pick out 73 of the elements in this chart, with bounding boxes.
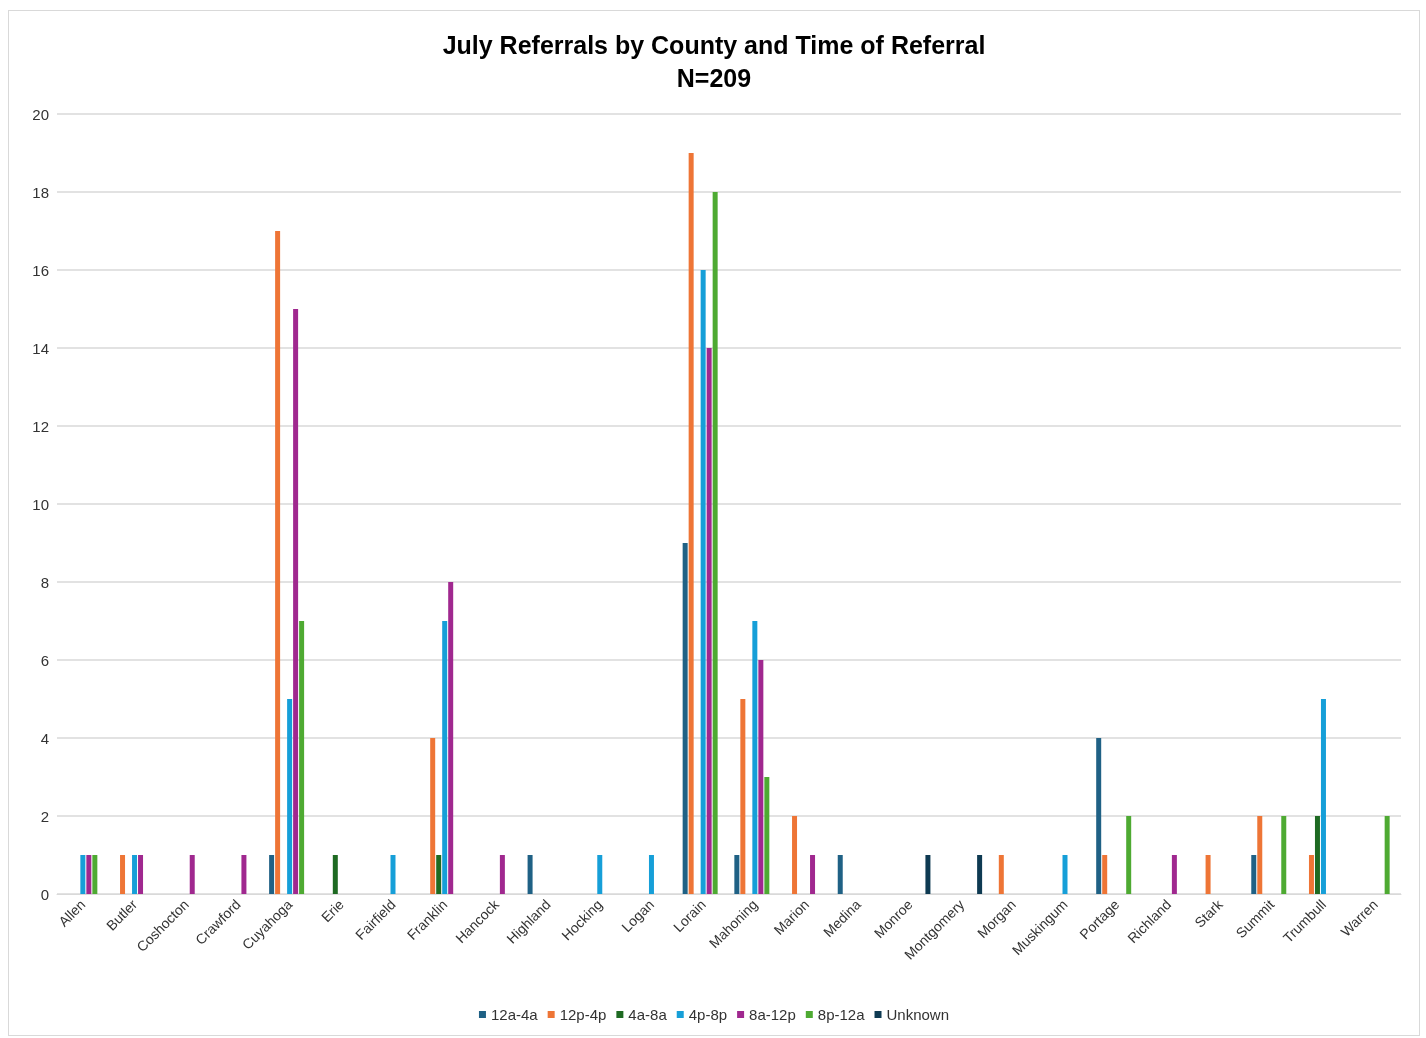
bar bbox=[1126, 816, 1132, 894]
bar bbox=[86, 855, 92, 894]
bar bbox=[734, 855, 740, 894]
bar bbox=[1062, 855, 1068, 894]
bar bbox=[430, 738, 436, 894]
bar bbox=[269, 855, 275, 894]
bar bbox=[712, 192, 718, 894]
bar bbox=[92, 855, 98, 894]
bar bbox=[1205, 855, 1211, 894]
bar bbox=[764, 777, 770, 894]
y-tick-label: 18 bbox=[32, 183, 49, 201]
y-tick-label: 20 bbox=[32, 105, 49, 123]
y-tick-label: 0 bbox=[40, 885, 49, 903]
bar bbox=[682, 543, 688, 894]
bar bbox=[597, 855, 603, 894]
legend-label: 8p-12a bbox=[817, 1006, 866, 1023]
y-tick-label: 10 bbox=[32, 495, 49, 513]
legend-label: 12a-4a bbox=[490, 1006, 539, 1023]
bar bbox=[700, 270, 706, 894]
bar bbox=[925, 855, 931, 894]
bar bbox=[275, 231, 281, 894]
legend-label: 4a-8a bbox=[628, 1006, 668, 1023]
bar bbox=[706, 348, 712, 894]
bar bbox=[287, 699, 293, 894]
bar bbox=[1314, 816, 1320, 894]
bar bbox=[837, 855, 843, 894]
legend-label: 4p-8p bbox=[688, 1006, 728, 1023]
chart-subtitle: N=209 bbox=[676, 63, 752, 92]
bar bbox=[241, 855, 247, 894]
bar bbox=[332, 855, 338, 894]
bar bbox=[792, 816, 798, 894]
bar bbox=[648, 855, 654, 894]
bar bbox=[138, 855, 144, 894]
bar bbox=[390, 855, 396, 894]
bar bbox=[1096, 738, 1102, 894]
chart-title: July Referrals by County and Time of Referral bbox=[442, 30, 986, 59]
bar bbox=[527, 855, 533, 894]
bar bbox=[120, 855, 126, 894]
y-tick-label: 12 bbox=[32, 417, 49, 435]
bar bbox=[1384, 816, 1390, 894]
bar bbox=[1308, 855, 1314, 894]
y-tick-label: 16 bbox=[32, 261, 49, 279]
bar bbox=[132, 855, 138, 894]
y-tick-label: 14 bbox=[32, 339, 49, 357]
y-tick-label: 6 bbox=[40, 651, 49, 669]
bar bbox=[810, 855, 816, 894]
bar bbox=[442, 621, 448, 894]
bar bbox=[740, 699, 746, 894]
bar bbox=[436, 855, 442, 894]
x-tick-label: Erie bbox=[318, 896, 348, 926]
bar bbox=[688, 153, 694, 894]
bar bbox=[1257, 816, 1263, 894]
legend-label: Unknown bbox=[886, 1006, 950, 1023]
bar bbox=[977, 855, 983, 894]
bar bbox=[299, 621, 305, 894]
bar bbox=[1171, 855, 1177, 894]
bar bbox=[293, 309, 299, 894]
bar bbox=[752, 621, 758, 894]
bar bbox=[998, 855, 1004, 894]
bar bbox=[1320, 699, 1326, 894]
bar bbox=[189, 855, 195, 894]
bar bbox=[1251, 855, 1257, 894]
bar bbox=[1102, 855, 1108, 894]
legend-label: 8a-12p bbox=[749, 1006, 796, 1023]
y-tick-label: 2 bbox=[40, 807, 49, 825]
bar bbox=[80, 855, 86, 894]
bar bbox=[499, 855, 505, 894]
legend-label: 12p-4p bbox=[559, 1006, 607, 1023]
y-tick-label: 8 bbox=[40, 573, 49, 591]
bar bbox=[758, 660, 764, 894]
bar bbox=[1281, 816, 1287, 894]
y-tick-label: 4 bbox=[40, 729, 49, 747]
bar bbox=[448, 582, 454, 894]
